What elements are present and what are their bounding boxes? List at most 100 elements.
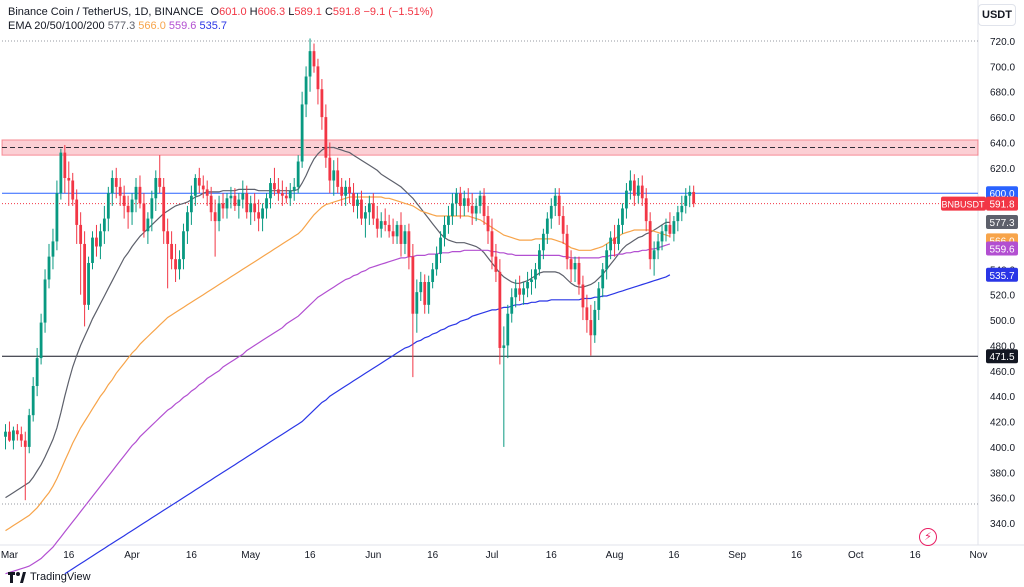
candle-down <box>348 186 351 194</box>
candle-down <box>63 152 67 178</box>
candle-up <box>55 193 59 242</box>
candle-down <box>648 221 652 260</box>
candle-down <box>166 231 170 244</box>
x-tick-label: May <box>241 550 260 561</box>
candle-up <box>106 193 110 219</box>
candle-up <box>688 191 692 196</box>
candle-up <box>150 198 154 219</box>
ema200-value: 535.7 <box>199 20 228 32</box>
high-label: H <box>249 6 258 18</box>
ema20-value: 577.3 <box>107 20 136 32</box>
candle-down <box>205 189 209 196</box>
candle-down <box>340 186 344 196</box>
candle-down <box>197 177 201 186</box>
candle-up <box>478 195 482 206</box>
candle-up <box>130 199 134 213</box>
ema-tag-bg <box>986 215 1018 230</box>
candle-down <box>162 186 166 232</box>
x-tick-label: 16 <box>910 550 922 561</box>
candle-up <box>538 250 541 270</box>
candle-up <box>502 345 506 348</box>
low-value: 589.1 <box>294 6 322 18</box>
candle-up <box>395 224 399 237</box>
candle-up <box>530 279 533 282</box>
candle-up <box>102 218 106 232</box>
candles-group <box>4 38 696 501</box>
candle-down <box>644 198 648 222</box>
y-tick-label: 640.0 <box>990 138 1015 149</box>
candle-down <box>253 203 257 213</box>
open-label: O <box>210 6 220 18</box>
candle-down <box>138 186 142 204</box>
last-price-tag-label: 591.8 <box>989 200 1014 211</box>
ema-tag-label: 535.7 <box>989 271 1014 282</box>
candle-up <box>304 76 308 105</box>
ema-tag-bg <box>986 241 1018 256</box>
candle-up <box>178 259 181 270</box>
candle-down <box>498 271 502 348</box>
ema100-value: 559.6 <box>168 20 197 32</box>
candle-up <box>229 195 233 199</box>
tradingview-icon <box>8 571 26 583</box>
candle-up <box>47 256 51 280</box>
candle-down <box>383 221 387 225</box>
candle-down <box>360 199 363 219</box>
candle-up <box>182 231 185 260</box>
candle-down <box>209 195 213 213</box>
candle-up <box>12 430 15 441</box>
x-tick-label: Sep <box>728 550 746 561</box>
candle-up <box>636 185 640 196</box>
y-tick-label: 400.0 <box>990 443 1015 454</box>
candle-up <box>288 190 292 199</box>
candle-up <box>427 282 431 305</box>
candle-up <box>593 309 597 336</box>
candle-up <box>443 224 446 238</box>
currency-button[interactable]: USDT <box>978 4 1016 26</box>
y-tick-label: 660.0 <box>990 113 1015 124</box>
candle-up <box>51 241 55 257</box>
candle-up <box>269 183 272 199</box>
level-600-tag-label: 600.0 <box>989 189 1014 200</box>
candle-up <box>43 279 47 323</box>
y-tick-label: 420.0 <box>990 418 1015 429</box>
candle-down <box>95 237 98 247</box>
candle-down <box>692 191 696 204</box>
candle-up <box>146 218 150 232</box>
open-value: 601.0 <box>219 6 247 18</box>
candle-up <box>403 231 407 244</box>
candle-up <box>605 250 609 270</box>
candle-down <box>336 170 340 187</box>
candle-up <box>628 180 632 191</box>
y-tick-label: 360.0 <box>990 494 1015 505</box>
candle-up <box>447 216 450 225</box>
ema20-line <box>5 146 670 499</box>
candle-down <box>276 189 280 194</box>
candle-down <box>640 185 644 199</box>
candle-up <box>656 241 660 251</box>
candle-down <box>490 231 494 257</box>
candle-up <box>474 205 478 214</box>
candle-up <box>419 282 423 293</box>
candle-up <box>364 212 367 219</box>
candle-down <box>23 440 27 447</box>
y-tick-label: 620.0 <box>990 164 1015 175</box>
candle-down <box>486 216 490 232</box>
last-price-tag-bg <box>986 196 1018 211</box>
candle-up <box>134 186 138 200</box>
candle-down <box>284 195 288 199</box>
candle-up <box>241 193 245 200</box>
candle-up <box>27 415 31 447</box>
candle-down <box>518 288 522 295</box>
candle-down <box>320 89 324 118</box>
candle-down <box>561 216 565 234</box>
candle-down <box>221 203 225 209</box>
candle-up <box>506 313 510 346</box>
y-tick-label: 520.0 <box>990 291 1015 302</box>
candle-down <box>316 66 320 90</box>
lightning-icon[interactable]: ⚡ <box>919 528 937 546</box>
ticker-tag-bg <box>941 196 986 211</box>
candle-up <box>625 190 628 209</box>
y-tick-label: 700.0 <box>990 62 1015 73</box>
candle-down <box>158 177 162 187</box>
